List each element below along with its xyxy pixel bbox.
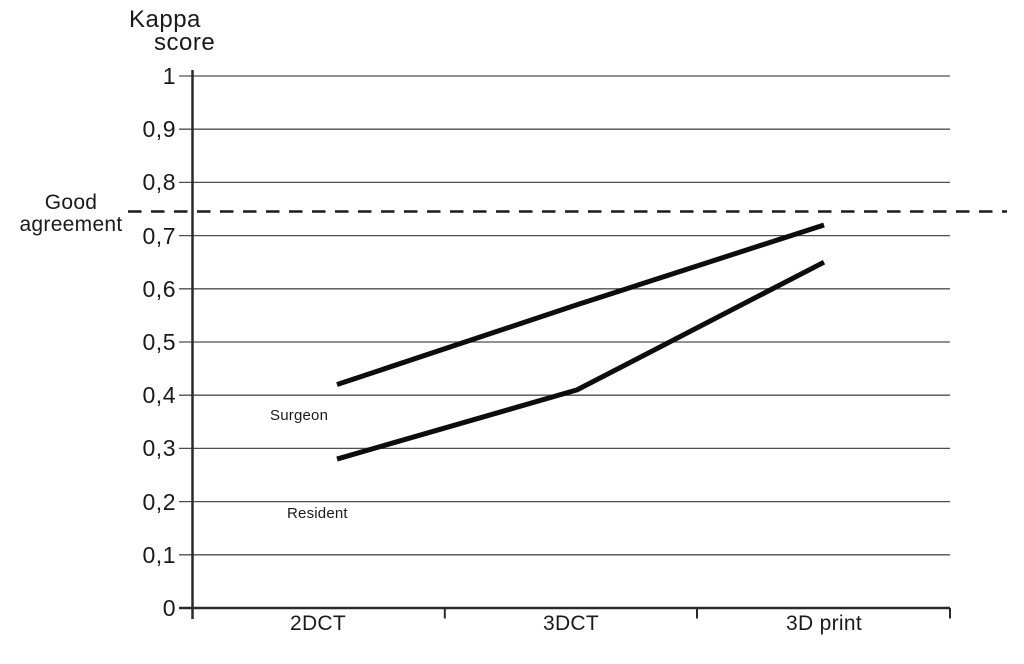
y-tick-label: 0,6 [142, 275, 176, 302]
y-tick-label: 0,3 [142, 435, 176, 462]
y-tick-label: 1 [162, 63, 176, 89]
series-line-surgeon [336, 222, 825, 387]
y-tick-label: 0,7 [142, 222, 176, 249]
series-line-resident [336, 259, 826, 462]
x-category-label: 3DCT [542, 612, 600, 635]
chart-title-line1: Kappa [129, 6, 201, 33]
y-tick-label: 0 [162, 595, 176, 621]
x-category-label: 3D print [786, 612, 862, 635]
y-tick-label: 0,2 [142, 488, 176, 515]
y-tick-label: 0,4 [142, 382, 176, 409]
series-label-resident: Resident [287, 505, 348, 522]
good-agreement-label-line1: Good [44, 191, 98, 214]
x-category-label: 2DCT [289, 612, 347, 635]
y-tick-label: 0,8 [142, 169, 176, 196]
y-tick-label: 0,1 [142, 541, 176, 568]
good-agreement-label: Good agreement [10, 192, 132, 235]
good-agreement-label-line2: agreement [19, 212, 123, 236]
series-label-surgeon: Surgeon [270, 407, 329, 424]
y-tick-label: 0,9 [142, 116, 176, 143]
chart-title: Kappa score [129, 6, 216, 56]
chart-title-line2: score [154, 29, 216, 56]
y-tick-label: 0,5 [142, 329, 176, 355]
